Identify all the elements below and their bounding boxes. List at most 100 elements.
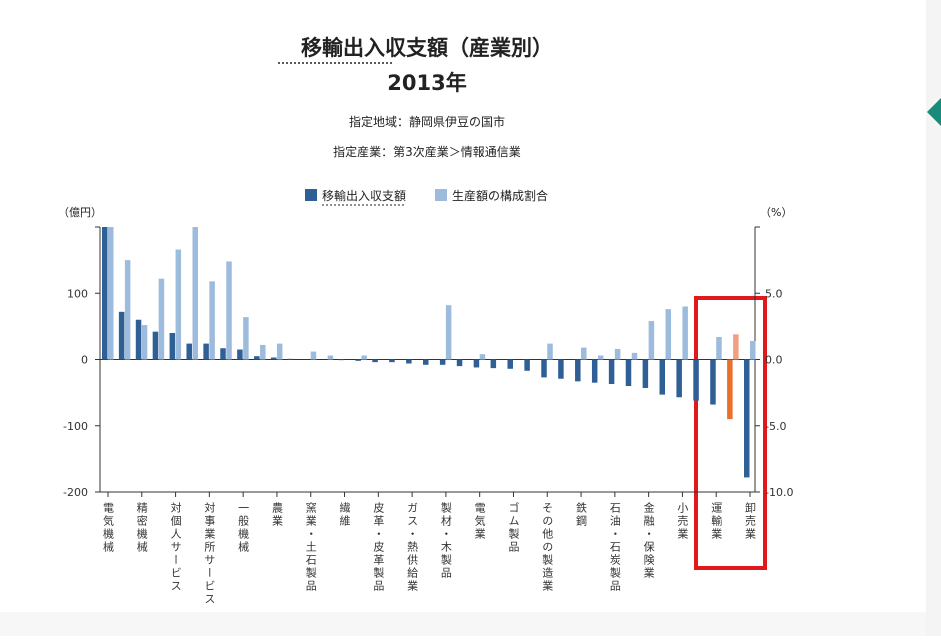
bar [186,343,192,360]
bar [648,321,655,360]
bar [152,331,159,360]
bar [276,343,283,360]
bar [682,306,688,360]
x-tick-label: 対個人サービス [169,501,182,593]
bar [287,358,294,360]
side-tab [927,98,941,126]
bar [226,261,232,360]
x-tick-label: 鉄鋼 [575,501,588,528]
bar [237,349,243,360]
bar [361,355,367,360]
bar [733,334,739,360]
x-tick-label: 石油・石炭製品 [608,502,621,593]
x-tick-label: 電気業 [473,502,486,541]
bar [591,359,598,383]
x-tick-label: 精密機械 [135,502,148,554]
x-tick-label: その他の製造業 [541,502,554,593]
bar [744,359,750,478]
y-tick-label: -100 [63,420,88,433]
bar [192,227,198,360]
bar [541,359,547,378]
y2-axis-label: （%） [760,206,792,219]
x-tick-label: 小売業 [676,502,689,541]
bar [389,359,395,363]
bar [141,325,148,360]
bar [270,357,277,360]
x-tick-label: 電気機械 [102,502,115,554]
x-tick-label: ガス・熱供給業 [406,502,419,593]
x-tick-label: 皮革・皮革製品 [372,502,385,593]
bar [203,343,209,360]
y2-tick-label: -5.0 [765,420,786,433]
bar [169,333,176,360]
legend-label: 生産額の構成割合 [452,188,548,203]
x-tick-label: 窯業・土石製品 [304,501,317,593]
x-tick-label: 一般機械 [237,502,250,554]
bar [456,359,463,367]
bar [209,281,215,360]
bar [445,305,452,360]
note: 指定産業：第3次産業＞情報通信業 [333,144,521,159]
bar [575,359,581,382]
y2-tick-label: 0.0 [765,354,783,367]
bar [750,340,756,360]
bar [659,359,666,395]
bar [118,311,125,360]
chart-subtitle: 2013年 [387,71,466,95]
y2-tick-label: -10.0 [765,486,793,499]
bar [439,359,446,365]
x-tick-label: 卸売業 [744,501,757,541]
bar [625,359,632,386]
legend-swatch [435,189,447,201]
legend-swatch [305,189,317,201]
highlight-box [694,296,767,570]
bar [558,359,564,379]
bar [727,359,733,420]
bar [158,278,165,360]
bar [642,359,649,388]
bar [597,355,604,360]
bar [614,348,621,360]
x-tick-label: 運輸業 [710,502,723,541]
bar [608,359,615,385]
x-tick-label: 製材・木製品 [439,501,452,580]
chart-title: 移輸出入収支額（産業別） [301,36,553,60]
y2-tick-label: 5.0 [765,287,783,300]
note: 指定地域：静岡県伊豆の国市 [349,114,505,129]
bar [716,336,722,360]
legend-label: 移輸出入収支額 [322,188,406,203]
bar [676,359,682,398]
bar [220,348,226,360]
x-tick-label: ゴム製品 [507,501,520,554]
bar [490,359,497,369]
x-tick-label: 農業 [270,501,283,528]
x-tick-label: 対事業所サービス [203,501,216,606]
bar [355,359,361,361]
scroll-edge [926,0,941,636]
x-tick-label: 繊維 [338,502,351,528]
bar [473,359,480,368]
bar [254,356,260,360]
bar [507,359,513,369]
bar [524,359,530,371]
bar [581,347,587,360]
bar [135,319,142,360]
bar [175,249,182,360]
bar [406,359,412,364]
bar [631,352,638,360]
y-axis-label: （億円） [58,206,102,219]
bar [710,359,716,405]
bar [310,351,317,360]
bar [479,354,486,360]
bar [423,359,429,365]
bar [260,344,266,360]
bar [124,260,131,360]
bar [693,359,699,401]
x-tick-label: 金融・保険業 [642,501,655,580]
bar [243,317,249,360]
bar [327,355,334,360]
bar [665,309,672,360]
bar [338,359,345,361]
